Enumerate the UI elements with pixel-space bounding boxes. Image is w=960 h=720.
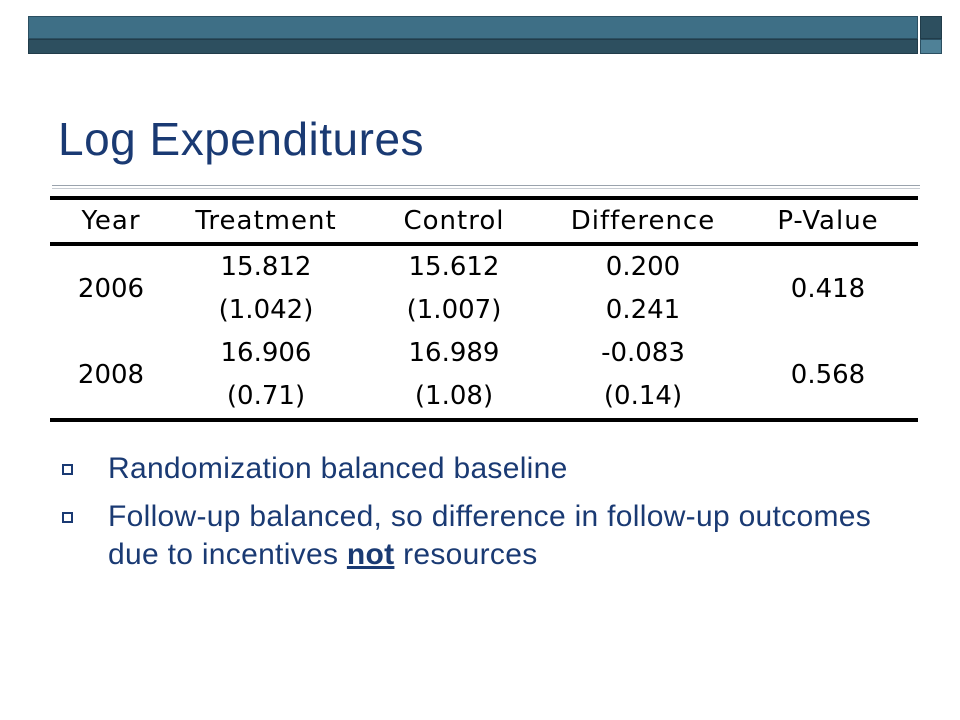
header-bar-top xyxy=(28,16,918,39)
header-difference: Difference xyxy=(548,196,738,246)
table-row: 2006 15.812 15.612 0.200 0.418 xyxy=(50,244,918,304)
square-bullet-icon xyxy=(62,512,73,523)
table-row-se: (0.71) (1.08) (0.14) xyxy=(50,375,918,422)
control-se: (1.007) xyxy=(406,295,502,325)
bullet-text-after: resources xyxy=(394,538,538,571)
control-estimate: 16.989 xyxy=(408,338,500,368)
corner-square-top xyxy=(920,16,942,39)
treatment-estimate: 16.906 xyxy=(220,338,312,368)
difference-estimate: -0.083 xyxy=(601,338,685,368)
bullet-item: Randomization balanced baseline xyxy=(60,450,900,488)
square-bullet-icon xyxy=(62,464,73,475)
control-estimate: 15.612 xyxy=(408,252,500,282)
table-header-row: Year Treatment Control Difference P-Valu… xyxy=(50,196,918,246)
header-year: Year xyxy=(50,196,172,246)
control-se: (1.08) xyxy=(360,375,548,422)
year-cell: 2006 xyxy=(77,273,145,304)
header-p-value: P-Value xyxy=(738,196,918,246)
results-table: Year Treatment Control Difference P-Valu… xyxy=(50,196,918,422)
bullet-list: Randomization balanced baseline Follow-u… xyxy=(60,450,900,584)
corner-square-bottom xyxy=(920,39,942,54)
treatment-se: (0.71) xyxy=(172,375,360,422)
header-control: Control xyxy=(360,196,548,246)
year-cell: 2008 xyxy=(50,332,172,422)
bullet-text: Randomization balanced baseline xyxy=(108,452,568,485)
p-value-cell: 0.568 xyxy=(738,332,918,422)
difference-se: 0.241 xyxy=(605,295,681,325)
bullet-item: Follow-up balanced, so difference in fol… xyxy=(60,498,900,574)
title-divider xyxy=(52,185,920,186)
table-row: 2008 16.906 16.989 -0.083 0.568 xyxy=(50,332,918,422)
slide-title: Log Expenditures xyxy=(58,113,425,165)
bullet-text-before: Follow-up balanced, so difference in fol… xyxy=(108,500,872,571)
bullet-emphasis: not xyxy=(346,538,395,571)
header-bar-bottom xyxy=(28,39,918,54)
treatment-se: (1.042) xyxy=(218,295,314,325)
header-treatment: Treatment xyxy=(172,196,360,246)
table-row-se: (1.042) (1.007) 0.241 xyxy=(50,289,918,332)
difference-se: (0.14) xyxy=(548,375,738,422)
difference-estimate: 0.200 xyxy=(605,252,681,282)
p-value-cell: 0.418 xyxy=(790,273,866,304)
title-divider-shadow xyxy=(52,188,920,189)
treatment-estimate: 15.812 xyxy=(220,252,312,282)
